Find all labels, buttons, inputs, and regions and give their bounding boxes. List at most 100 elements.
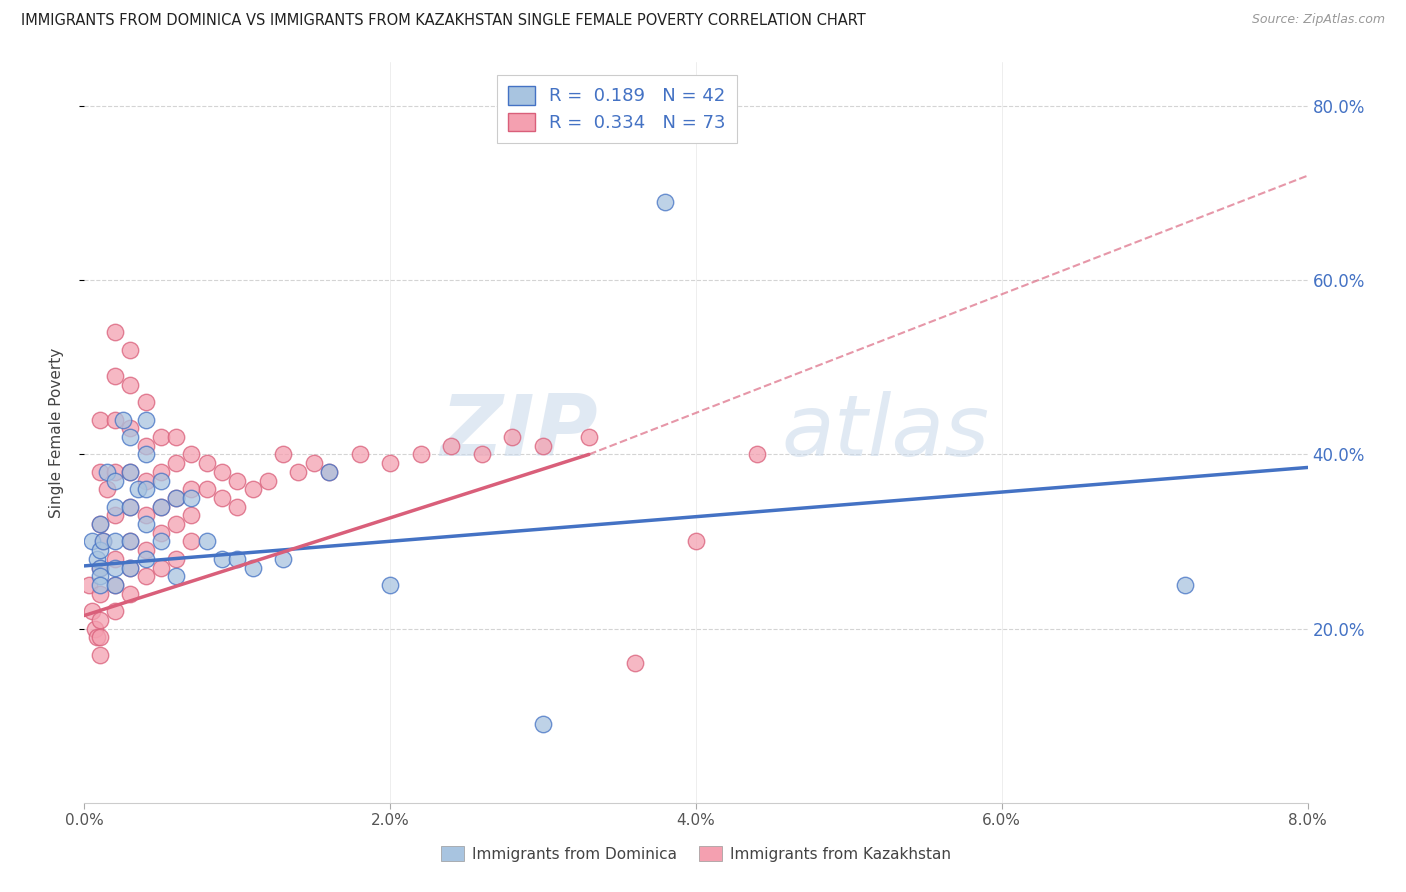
Text: atlas: atlas: [782, 391, 990, 475]
Point: [91, 534, 114, 549]
Point: [211, 465, 233, 479]
Point: [271, 552, 294, 566]
Point: [135, 474, 157, 488]
Point: [120, 534, 142, 549]
Point: [685, 534, 707, 549]
Point: [211, 552, 233, 566]
Point: [165, 491, 187, 505]
Point: [287, 465, 309, 479]
Point: [120, 430, 142, 444]
Point: [135, 517, 157, 532]
Point: [120, 534, 142, 549]
Point: [84, 622, 107, 636]
Point: [89, 587, 111, 601]
Point: [80, 534, 103, 549]
Point: [747, 447, 769, 461]
Point: [149, 500, 172, 514]
Point: [195, 456, 218, 470]
Point: [104, 369, 127, 384]
Point: [89, 560, 111, 574]
Point: [104, 534, 127, 549]
Point: [120, 560, 142, 574]
Point: [654, 194, 676, 209]
Point: [89, 560, 111, 574]
Point: [77, 578, 100, 592]
Text: Source: ZipAtlas.com: Source: ZipAtlas.com: [1251, 13, 1385, 27]
Point: [380, 578, 402, 592]
Point: [86, 630, 108, 644]
Point: [120, 377, 142, 392]
Point: [440, 439, 463, 453]
Point: [242, 482, 264, 496]
Point: [165, 569, 187, 583]
Point: [226, 474, 249, 488]
Point: [120, 500, 142, 514]
Point: [104, 560, 127, 574]
Point: [318, 465, 340, 479]
Point: [120, 500, 142, 514]
Point: [96, 465, 118, 479]
Point: [180, 447, 202, 461]
Point: [165, 456, 187, 470]
Point: [104, 465, 127, 479]
Point: [104, 552, 127, 566]
Point: [120, 465, 142, 479]
Point: [531, 439, 554, 453]
Point: [111, 412, 134, 426]
Point: [104, 578, 127, 592]
Point: [624, 657, 647, 671]
Point: [104, 578, 127, 592]
Point: [127, 482, 149, 496]
Point: [149, 430, 172, 444]
Point: [120, 465, 142, 479]
Point: [135, 447, 157, 461]
Point: [149, 465, 172, 479]
Point: [89, 648, 111, 662]
Point: [380, 456, 402, 470]
Point: [104, 604, 127, 618]
Point: [226, 552, 249, 566]
Point: [135, 543, 157, 558]
Point: [89, 517, 111, 532]
Point: [180, 508, 202, 523]
Point: [135, 412, 157, 426]
Point: [89, 465, 111, 479]
Point: [89, 517, 111, 532]
Point: [135, 552, 157, 566]
Point: [195, 482, 218, 496]
Point: [120, 587, 142, 601]
Point: [120, 560, 142, 574]
Point: [165, 517, 187, 532]
Point: [89, 578, 111, 592]
Point: [104, 326, 127, 340]
Point: [120, 343, 142, 357]
Y-axis label: Single Female Poverty: Single Female Poverty: [49, 348, 63, 517]
Point: [135, 508, 157, 523]
Point: [318, 465, 340, 479]
Point: [531, 717, 554, 731]
Point: [1174, 578, 1197, 592]
Point: [96, 482, 118, 496]
Legend: Immigrants from Dominica, Immigrants from Kazakhstan: Immigrants from Dominica, Immigrants fro…: [433, 838, 959, 869]
Point: [135, 395, 157, 409]
Point: [135, 482, 157, 496]
Point: [135, 439, 157, 453]
Point: [271, 447, 294, 461]
Point: [471, 447, 494, 461]
Point: [89, 613, 111, 627]
Point: [149, 560, 172, 574]
Point: [91, 534, 114, 549]
Point: [226, 500, 249, 514]
Point: [104, 500, 127, 514]
Point: [89, 630, 111, 644]
Point: [302, 456, 325, 470]
Text: ZIP: ZIP: [440, 391, 598, 475]
Point: [195, 534, 218, 549]
Point: [135, 569, 157, 583]
Point: [104, 474, 127, 488]
Point: [578, 430, 600, 444]
Point: [349, 447, 371, 461]
Point: [165, 491, 187, 505]
Point: [86, 552, 108, 566]
Point: [149, 525, 172, 540]
